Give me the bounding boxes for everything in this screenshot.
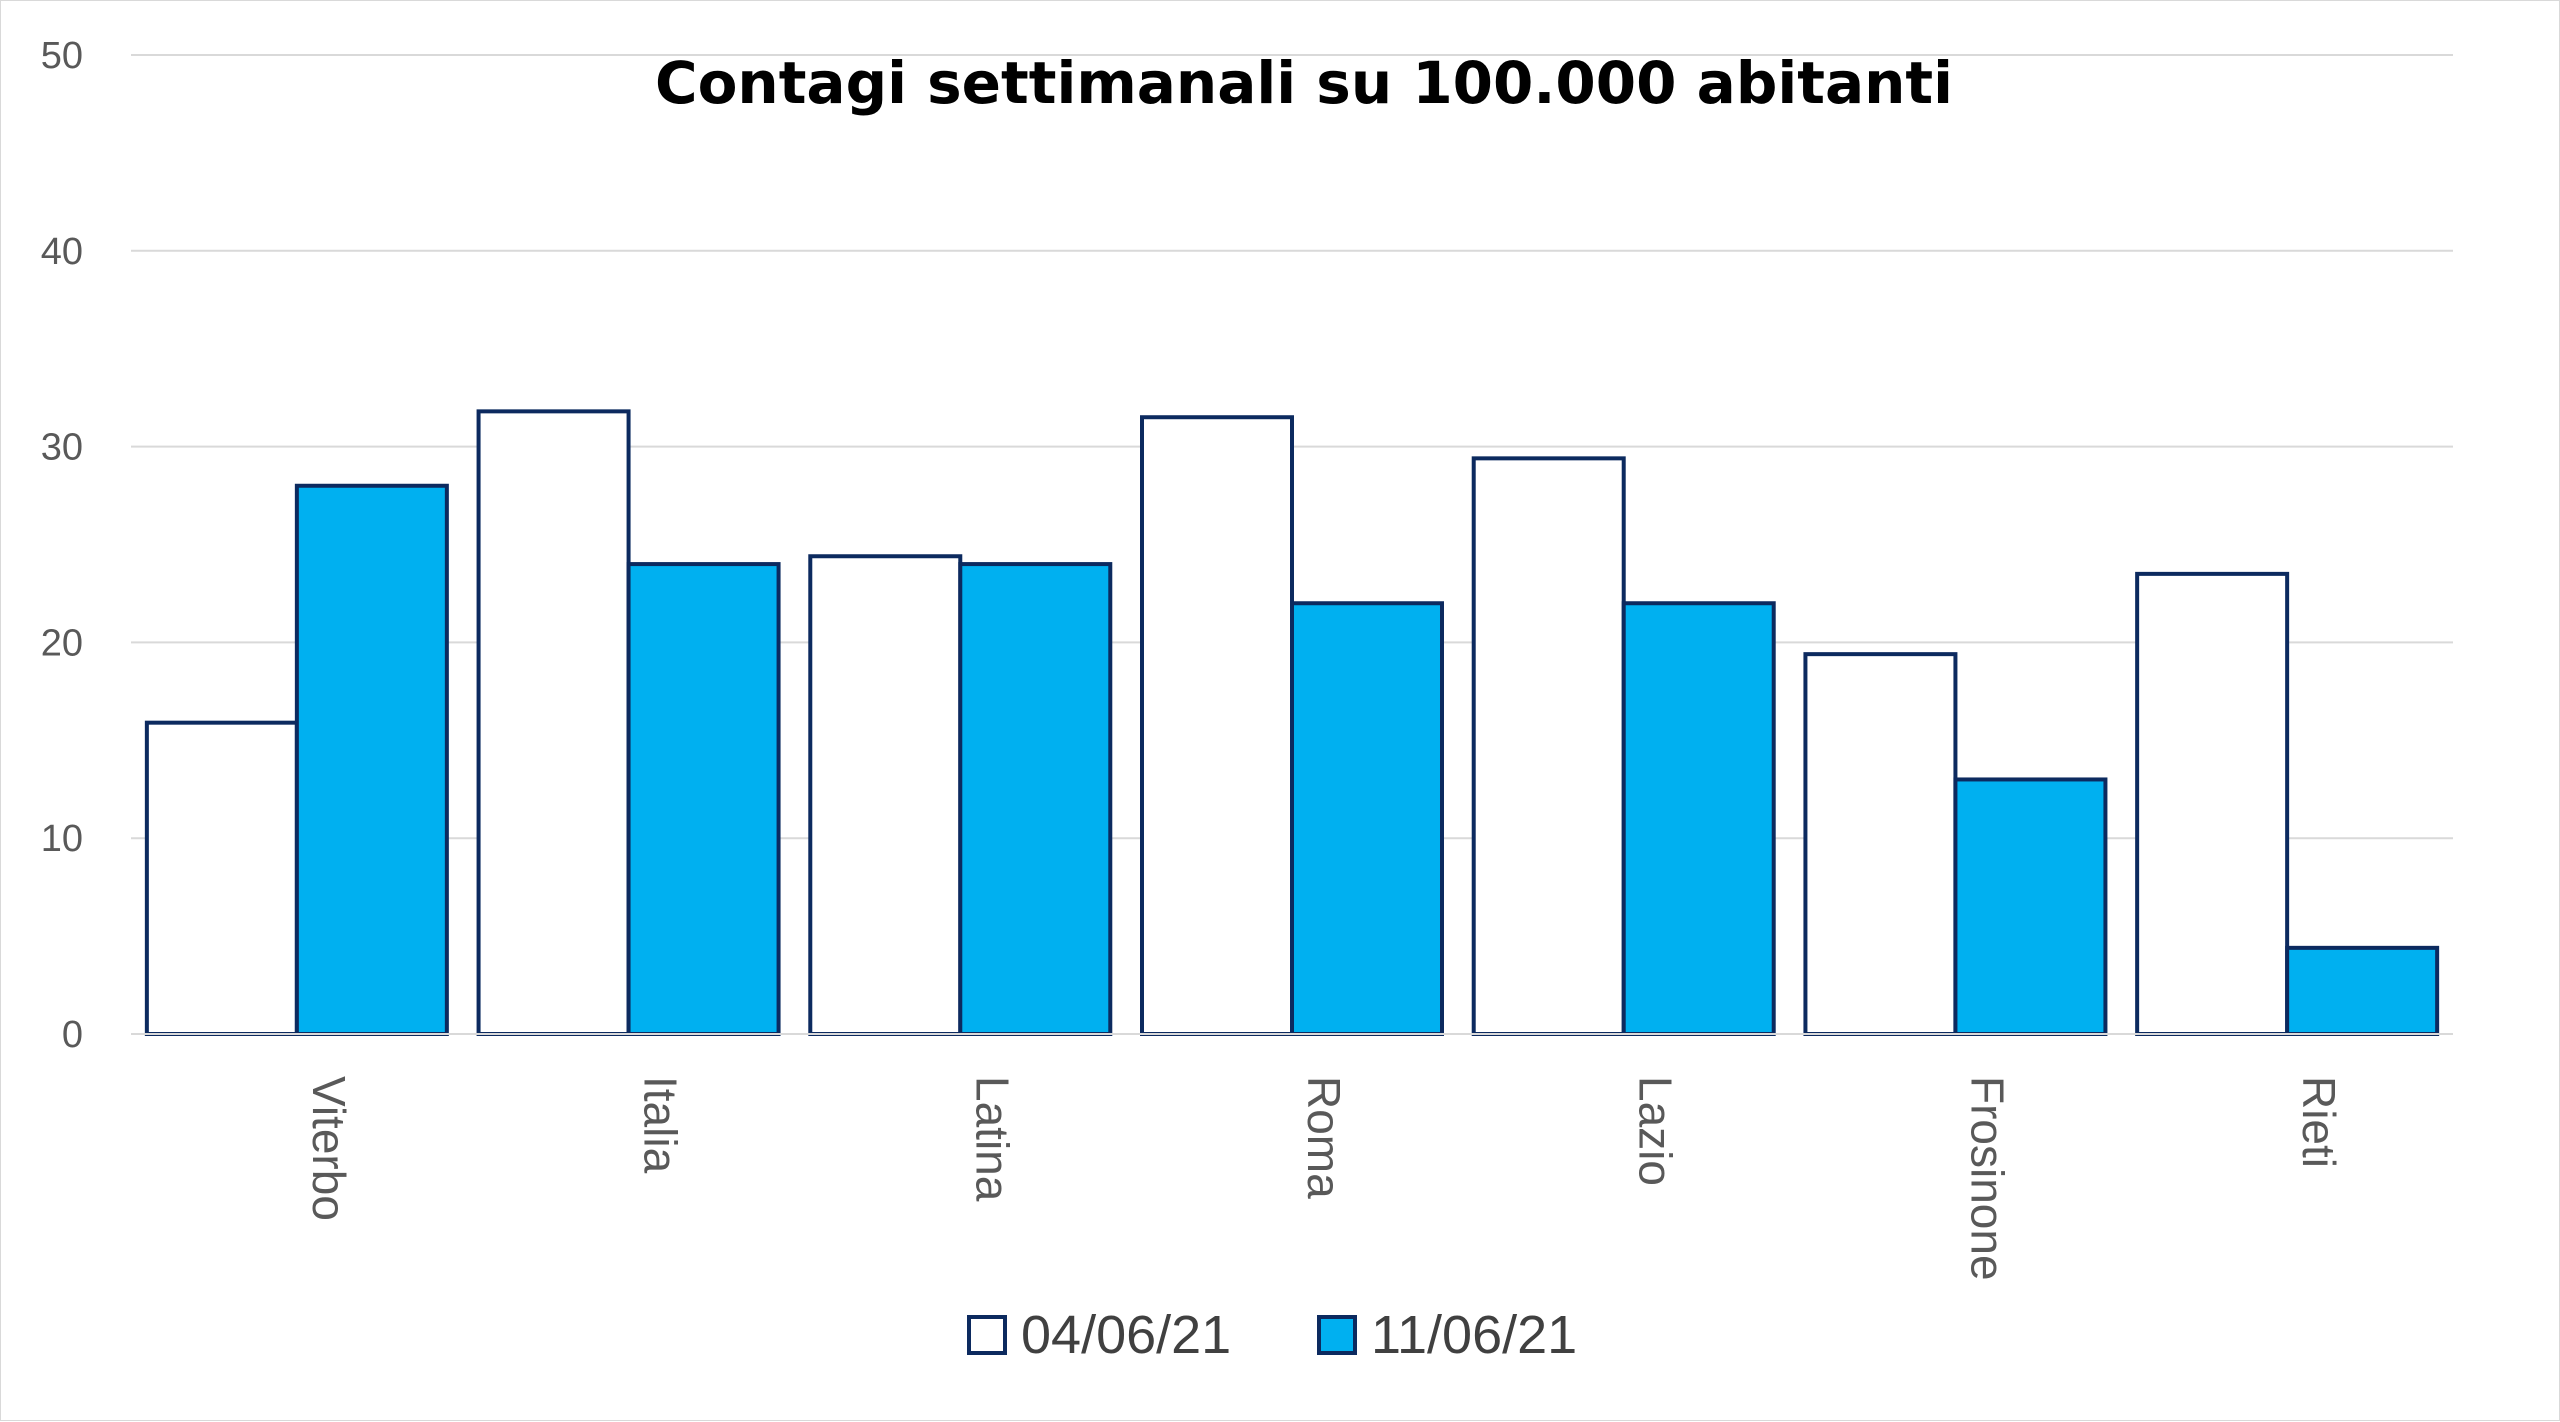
y-axis-ticks: 0 10 20 30 40 50 xyxy=(41,35,83,1056)
legend-swatch xyxy=(1317,1315,1357,1355)
category-label: Frosinone xyxy=(1961,1076,2013,1281)
bar-roma-series-1 xyxy=(1140,415,1294,1037)
bars xyxy=(144,409,2440,1037)
category-label: Latina xyxy=(966,1076,1018,1202)
legend-swatch xyxy=(967,1315,1007,1355)
category-label: Viterbo xyxy=(303,1076,355,1221)
category-label: Roma xyxy=(1298,1076,1350,1199)
bar-italia-series-1 xyxy=(476,409,631,1036)
bar-roma-series-2 xyxy=(1290,601,1444,1036)
bar-viterbo-series-2 xyxy=(294,483,449,1036)
y-tick-label: 40 xyxy=(41,231,83,273)
bar-viterbo-series-1 xyxy=(144,720,299,1036)
chart-title: Contagi settimanali su 100.000 abitanti xyxy=(655,49,1953,117)
bar-frosinone-series-1 xyxy=(1803,652,1958,1036)
y-tick-label: 0 xyxy=(62,1014,83,1056)
legend: 04/06/21 11/06/21 xyxy=(967,1305,1577,1365)
bar-italia-series-2 xyxy=(626,562,781,1037)
y-tick-label: 20 xyxy=(41,622,83,664)
bar-lazio-series-2 xyxy=(1621,601,1776,1036)
category-label: Lazio xyxy=(1630,1076,1682,1186)
y-tick-label: 10 xyxy=(41,818,83,860)
category-label: Rieti xyxy=(2293,1076,2345,1168)
legend-label: 11/06/21 xyxy=(1371,1305,1577,1365)
bar-frosinone-series-2 xyxy=(1953,777,2108,1037)
y-tick-label: 50 xyxy=(41,35,83,77)
category-label: Italia xyxy=(635,1076,687,1174)
bar-rieti-series-2 xyxy=(2285,945,2440,1037)
bar-lazio-series-1 xyxy=(1471,456,1626,1036)
bar-latina-series-2 xyxy=(958,562,1113,1037)
bar-latina-series-1 xyxy=(808,554,963,1036)
bar-rieti-series-1 xyxy=(2135,571,2290,1036)
y-tick-label: 30 xyxy=(41,427,83,469)
x-axis-categories: Viterbo Italia Latina Roma Lazio Frosinone Rie… xyxy=(303,1076,2345,1281)
legend-label: 04/06/21 xyxy=(1021,1305,1231,1365)
